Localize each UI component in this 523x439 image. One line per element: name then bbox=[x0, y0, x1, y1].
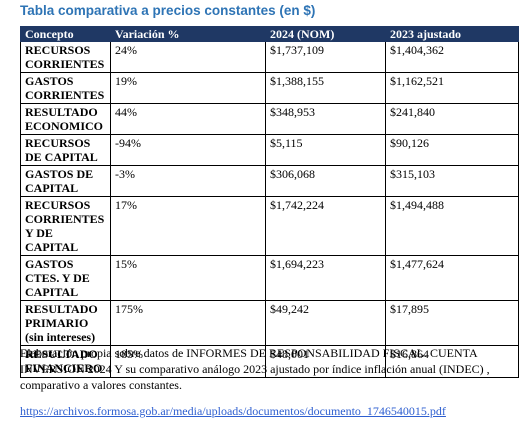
table-cell: RESULTADO FINANCIERO bbox=[20, 345, 111, 378]
table-cell: GASTOS DE CAPITAL bbox=[20, 165, 111, 197]
table-cell: RESULTADO PRIMARIO (sin intereses) bbox=[20, 300, 111, 346]
table-cell: $1,742,224 bbox=[265, 196, 386, 256]
table-cell: $1,477,624 bbox=[385, 255, 519, 301]
table-row: RECURSOS DE CAPITAL -94% $5,115 $90,126 bbox=[20, 134, 519, 166]
table-cell: $241,840 bbox=[385, 103, 519, 135]
table-cell: -94% bbox=[110, 134, 266, 166]
table-cell: $16,864 bbox=[385, 345, 519, 378]
header-cell: 2024 (NOM) bbox=[265, 26, 386, 42]
table-row: RESULTADO FINANCIERO 185% $48,001 $16,864 bbox=[20, 345, 519, 378]
table-row: RECURSOS CORRIENTES 24% $1,737,109 $1,404,3… bbox=[20, 41, 519, 73]
header-row: Concepto Variación % 2024 (NOM) 2023 ajusta… bbox=[20, 26, 519, 42]
table-cell: $306,068 bbox=[265, 165, 386, 197]
table-cell: -3% bbox=[110, 165, 266, 197]
table-row: GASTOS DE CAPITAL -3% $306,068 $315,103 bbox=[20, 165, 519, 197]
table-cell: $17,895 bbox=[385, 300, 519, 346]
table-cell: GASTOS CORRIENTES bbox=[20, 72, 111, 104]
table-cell: $1,494,488 bbox=[385, 196, 519, 256]
table-cell: 24% bbox=[110, 41, 266, 73]
table-row: RESULTADO PRIMARIO (sin intereses) 175% $4… bbox=[20, 300, 519, 346]
header-cell: Variación % bbox=[110, 26, 266, 42]
table-row: GASTOS CORRIENTES 19% $1,388,155 $1,162,521 bbox=[20, 72, 519, 104]
title: Tabla comparativa a precios constantes (… bbox=[20, 3, 316, 18]
table-cell: $1,162,521 bbox=[385, 72, 519, 104]
table-cell: $49,242 bbox=[265, 300, 386, 346]
footnote: Elaboración propia sobre datos de INFORM… bbox=[20, 346, 490, 392]
table-cell: $90,126 bbox=[385, 134, 519, 166]
table-cell: RECURSOS CORRIENTES bbox=[20, 41, 111, 73]
table-cell: 185% bbox=[110, 345, 266, 378]
table-cell: 175% bbox=[110, 300, 266, 346]
table-cell: $348,953 bbox=[265, 103, 386, 135]
table-cell: $5,115 bbox=[265, 134, 386, 166]
header-cell: Concepto bbox=[20, 26, 111, 42]
table-row: GASTOS CTES. Y DE CAPITAL 15% $1,694,223 $1… bbox=[20, 255, 519, 301]
table-cell: GASTOS CTES. Y DE CAPITAL bbox=[20, 255, 111, 301]
table-cell: $1,694,223 bbox=[265, 255, 386, 301]
header-cell: 2023 ajustado bbox=[385, 26, 519, 42]
table-cell: RECURSOS CORRIENTES Y DE CAPITAL bbox=[20, 196, 111, 256]
table-cell: $1,737,109 bbox=[265, 41, 386, 73]
table: Concepto Variación % 2024 (NOM) 2023 ajusta… bbox=[20, 26, 519, 378]
table-cell: RESULTADO ECONOMICO bbox=[20, 103, 111, 135]
link[interactable]: https://archivos.formosa.gob.ar/media/up… bbox=[20, 404, 446, 418]
table-cell: RECURSOS DE CAPITAL bbox=[20, 134, 111, 166]
table-cell: $315,103 bbox=[385, 165, 519, 197]
table-row: RESULTADO ECONOMICO 44% $348,953 $241,840 bbox=[20, 103, 519, 135]
table-cell: $1,404,362 bbox=[385, 41, 519, 73]
table-cell: $1,388,155 bbox=[265, 72, 386, 104]
table-cell: 44% bbox=[110, 103, 266, 135]
table-cell: 19% bbox=[110, 72, 266, 104]
table-body: RECURSOS CORRIENTES 24% $1,737,109 $1,404,3… bbox=[20, 41, 519, 378]
table-cell: $48,001 bbox=[265, 345, 386, 378]
table-cell: 15% bbox=[110, 255, 266, 301]
table-row: RECURSOS CORRIENTES Y DE CAPITAL 17% $1,74… bbox=[20, 196, 519, 256]
table-cell: 17% bbox=[110, 196, 266, 256]
